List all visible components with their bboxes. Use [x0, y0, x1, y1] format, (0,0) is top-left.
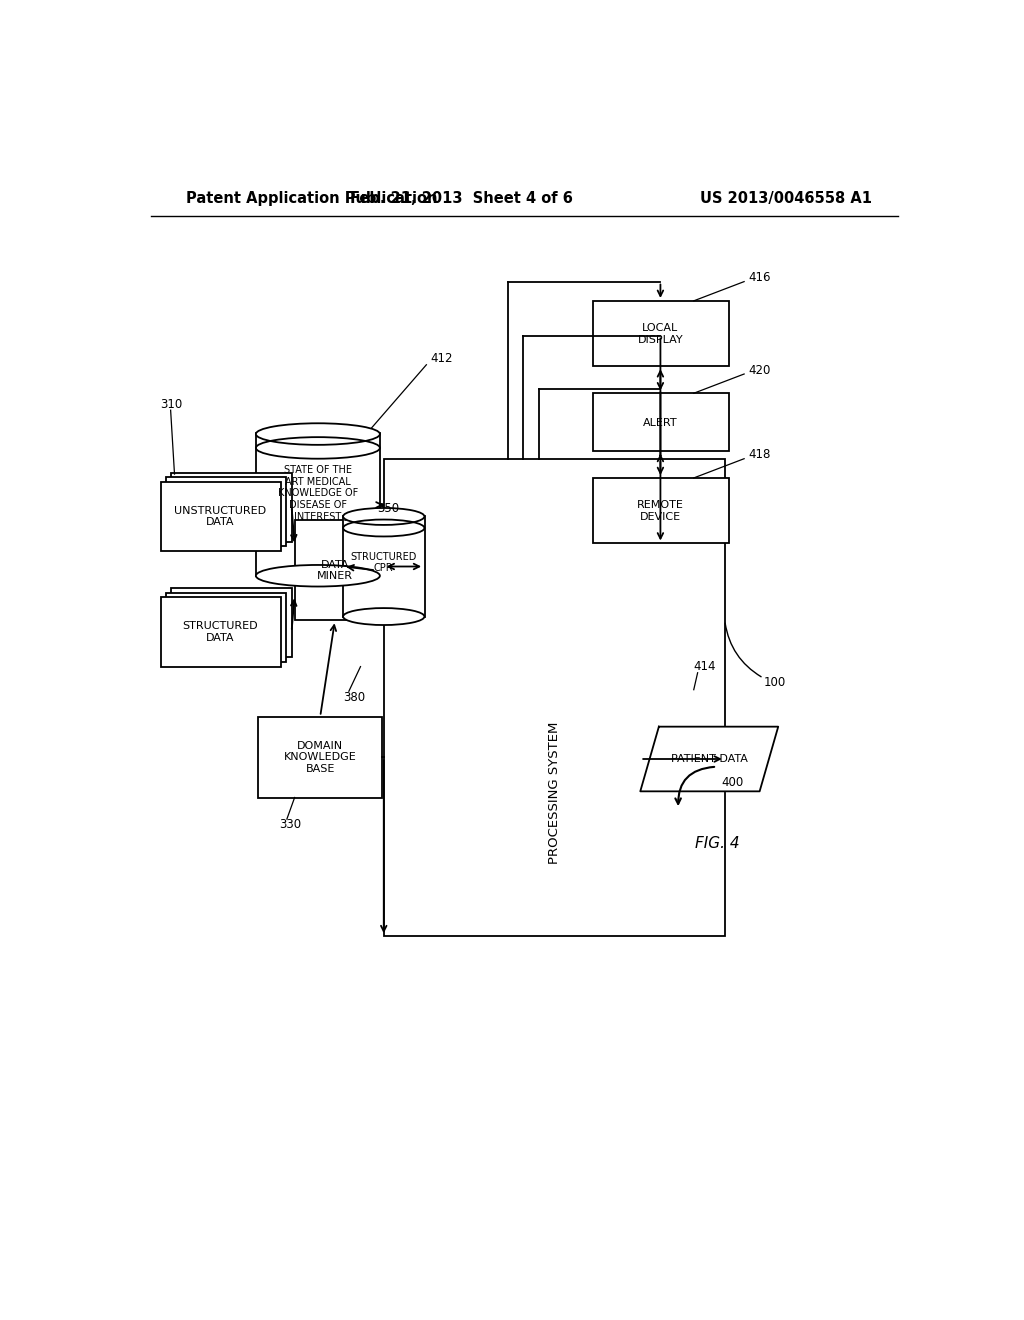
- Text: 380: 380: [343, 690, 366, 704]
- Text: 310: 310: [161, 399, 183, 412]
- Text: 412: 412: [430, 352, 453, 366]
- Text: UNSTRUCTURED
DATA: UNSTRUCTURED DATA: [174, 506, 266, 527]
- Bar: [593, 301, 729, 367]
- Bar: [256, 433, 380, 576]
- Bar: [171, 473, 292, 543]
- Ellipse shape: [343, 508, 424, 525]
- Bar: [384, 459, 725, 936]
- Ellipse shape: [343, 609, 424, 626]
- Text: DATA
MINER: DATA MINER: [316, 560, 353, 581]
- Bar: [258, 717, 382, 797]
- Text: ALERT: ALERT: [643, 417, 678, 428]
- Text: PROCESSING SYSTEM: PROCESSING SYSTEM: [548, 722, 561, 865]
- Text: 400: 400: [721, 776, 743, 788]
- Text: FIG. 4: FIG. 4: [694, 836, 739, 851]
- Text: 414: 414: [693, 660, 716, 673]
- Bar: [161, 598, 281, 667]
- Text: 330: 330: [280, 818, 301, 832]
- Ellipse shape: [256, 565, 380, 586]
- Bar: [343, 516, 425, 616]
- Bar: [295, 520, 376, 620]
- Text: STATE OF THE
ART MEDICAL
KNOWLEDGE OF
DISEASE OF
INTEREST: STATE OF THE ART MEDICAL KNOWLEDGE OF DI…: [278, 465, 358, 521]
- Text: DOMAIN
KNOWLEDGE
BASE: DOMAIN KNOWLEDGE BASE: [284, 741, 356, 774]
- Text: STRUCTURED
DATA: STRUCTURED DATA: [182, 622, 258, 643]
- Text: 418: 418: [748, 449, 770, 462]
- Text: PATIENT DATA: PATIENT DATA: [671, 754, 748, 764]
- Ellipse shape: [256, 424, 380, 445]
- Bar: [166, 478, 286, 546]
- Text: 350: 350: [378, 502, 399, 515]
- Text: LOCAL
DISPLAY: LOCAL DISPLAY: [638, 323, 683, 345]
- Text: 100: 100: [764, 676, 785, 689]
- Text: Feb. 21, 2013  Sheet 4 of 6: Feb. 21, 2013 Sheet 4 of 6: [350, 191, 572, 206]
- Text: STRUCTURED
CPR: STRUCTURED CPR: [350, 552, 417, 573]
- Text: Patent Application Publication: Patent Application Publication: [186, 191, 437, 206]
- Bar: [593, 393, 729, 451]
- Text: REMOTE
DEVICE: REMOTE DEVICE: [637, 500, 684, 521]
- Bar: [166, 593, 286, 663]
- Polygon shape: [640, 726, 778, 792]
- Text: US 2013/0046558 A1: US 2013/0046558 A1: [700, 191, 872, 206]
- Bar: [593, 478, 729, 544]
- Text: 416: 416: [748, 271, 770, 284]
- Text: 420: 420: [748, 363, 770, 376]
- Bar: [161, 482, 281, 552]
- Bar: [171, 589, 292, 657]
